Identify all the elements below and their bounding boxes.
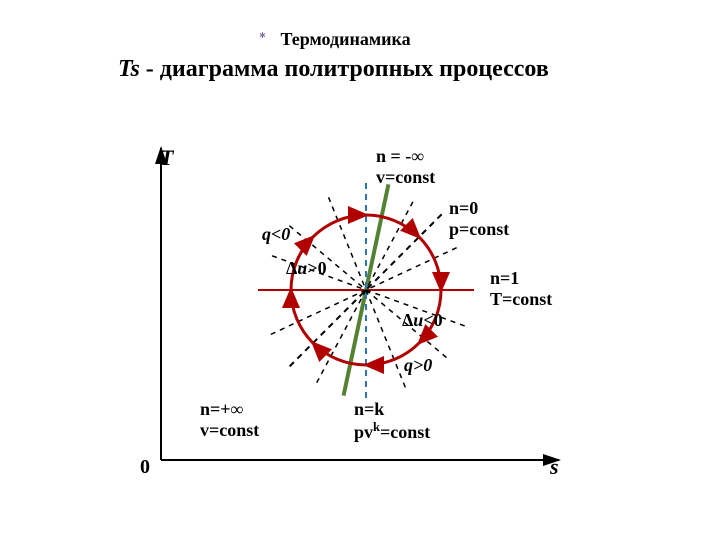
circle-arc [366, 215, 419, 237]
label-du-gt-0: Δu>0 [286, 258, 327, 279]
main-title: Ts - диаграмма политропных процессов [118, 56, 549, 83]
label-n-1: n=1T=const [490, 268, 552, 309]
label-du-lt-0: Δu<0 [402, 310, 443, 331]
circle-arc [419, 237, 441, 290]
label-n-k: n=kpvk=const [354, 399, 430, 442]
label-n-0: n=0p=const [449, 198, 509, 239]
circle-arc [313, 343, 366, 365]
label-n-plus-inf: n=+∞v=const [200, 399, 259, 440]
subtitle-text: Термодинамика [280, 29, 410, 49]
label-q-gt-0: q>0 [404, 355, 432, 376]
label-q-lt-0: q<0 [262, 224, 290, 245]
subtitle: * Термодинамика [258, 28, 411, 50]
label-n-minus-inf: n = -∞v=const [376, 146, 435, 187]
asterisk: * [258, 28, 267, 50]
